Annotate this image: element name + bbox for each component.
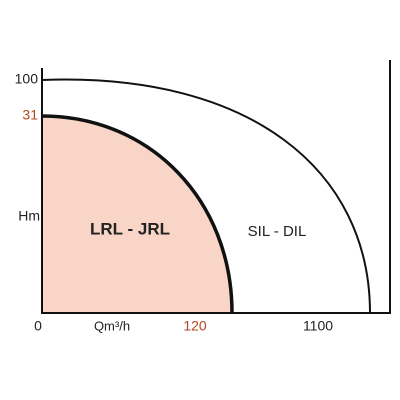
y-title: Hm bbox=[18, 208, 40, 224]
sil-curve bbox=[41, 78, 371, 314]
x-end-label: 1100 bbox=[303, 318, 333, 334]
x-title: Qm³/h bbox=[94, 318, 130, 333]
y-mark-label: 31 bbox=[22, 107, 38, 123]
x-mark-label: 120 bbox=[183, 318, 207, 334]
x-origin-label: 0 bbox=[34, 318, 42, 334]
lrl-region bbox=[42, 116, 232, 313]
region-label: SIL - DIL bbox=[248, 223, 307, 240]
lrl-curve bbox=[41, 114, 234, 314]
region-label: LRL - JRL bbox=[90, 219, 170, 238]
y-top-label: 100 bbox=[15, 71, 39, 87]
